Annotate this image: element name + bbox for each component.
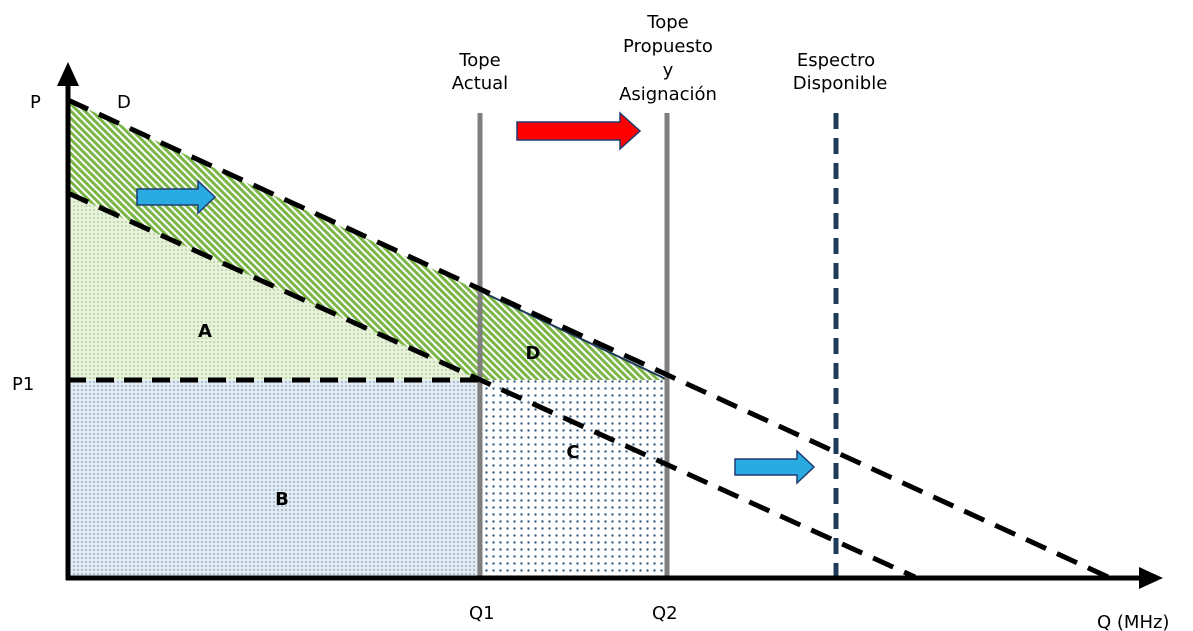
- y-axis-label: P: [30, 92, 41, 113]
- region-d-label: D: [526, 343, 541, 364]
- demand-shift-band: [68, 100, 480, 380]
- p1-label: P1: [12, 374, 34, 395]
- y-axis-arrowhead: [57, 62, 79, 86]
- cap-shift-arrow-icon: [516, 111, 642, 151]
- proposed-cap-caption-line4: Asignación: [619, 84, 717, 105]
- demand-curve-label: D: [117, 92, 131, 113]
- original-demand-curve: [66, 190, 917, 580]
- spectrum-shift-arrow-icon: [734, 449, 816, 485]
- region-a-label: A: [198, 321, 212, 342]
- current-cap-caption-line1: Tope: [458, 50, 500, 71]
- shifted-demand-curve: [66, 97, 1110, 580]
- region-c-area: [480, 380, 668, 577]
- q2-label: Q2: [652, 603, 678, 624]
- q1-label: Q1: [469, 603, 495, 624]
- demand-shift-arrow-icon: [136, 179, 217, 215]
- available-spectrum-caption-line2: Disponible: [793, 73, 888, 94]
- x-axis-label: Q (MHz): [1097, 612, 1169, 631]
- region-b-area: [68, 380, 480, 577]
- region-c-label: C: [566, 442, 579, 463]
- proposed-cap-caption-line1: Tope: [646, 12, 688, 33]
- x-axis-arrowhead: [1139, 567, 1163, 589]
- region-b-label: B: [275, 489, 289, 510]
- available-spectrum-caption-line1: Espectro: [797, 50, 875, 71]
- proposed-cap-caption-line2: Propuesto: [623, 36, 713, 57]
- current-cap-caption-line2: Actual: [452, 73, 508, 94]
- proposed-cap-caption-line3: y: [663, 60, 674, 81]
